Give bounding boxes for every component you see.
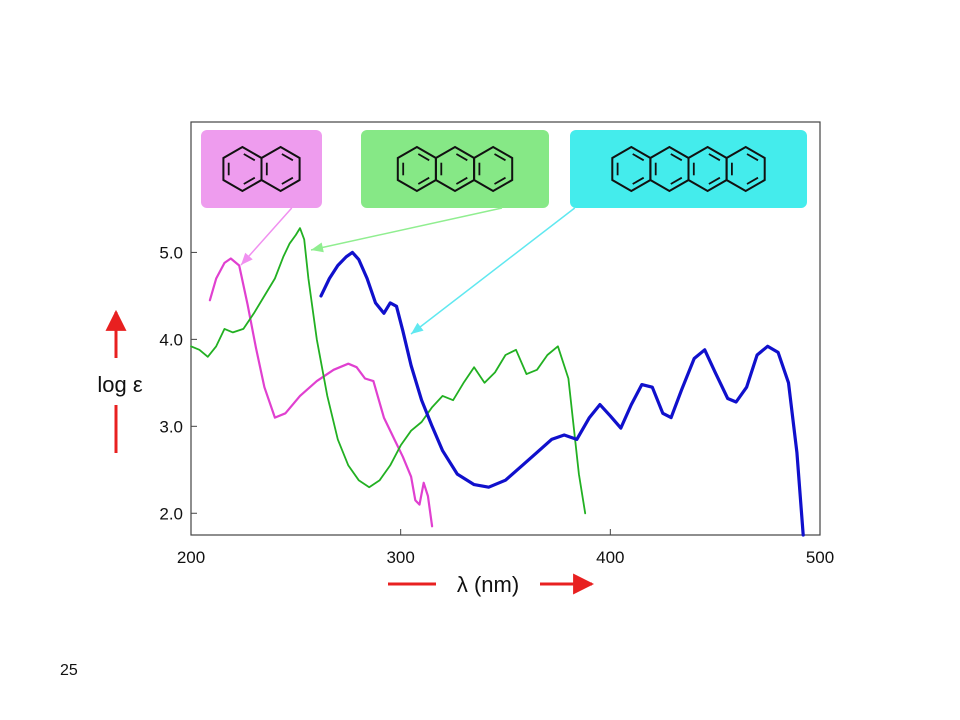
x-tick-label: 300 [386,548,414,567]
benzene-ring [473,145,514,193]
pointer-arrowhead [311,242,324,253]
double-bond [494,153,506,162]
double-bond [670,153,683,162]
double-bond [746,176,759,185]
double-bond [632,153,645,162]
y-tick-label: 2.0 [159,504,183,523]
slide-number: 25 [60,662,78,679]
series-line-3-ring [190,227,587,515]
double-bond [455,176,468,185]
double-bond [494,176,506,185]
double-bond [708,153,721,162]
double-bond [243,176,256,185]
double-bond [417,153,430,162]
series-line-2-ring [208,257,434,528]
pointer-arrowhead [241,252,253,265]
x-tick-label: 500 [806,548,834,567]
double-bond [670,176,683,185]
benzene-ring [260,145,301,193]
y-tick-label: 4.0 [159,330,183,349]
double-bond [708,176,721,185]
double-bond [281,153,294,162]
y-tick-label: 3.0 [159,417,183,436]
double-bond [746,153,759,162]
double-bond [632,176,645,185]
y-axis-title: log ε [97,372,142,397]
double-bond [281,176,294,185]
x-tick-label: 200 [177,548,205,567]
y-tick-label: 5.0 [159,243,183,262]
molecule-box-3-ring [361,130,549,208]
axis-ticks: 200 300 400 500 2.0 3.0 4.0 5.0 [159,243,834,567]
double-bond [455,153,468,162]
pointer-arrow [410,207,576,335]
x-tick-label: 400 [596,548,624,567]
benzene-ring [725,145,766,193]
double-bond [417,176,430,185]
x-axis-title: λ (nm) [457,572,519,597]
molecule-structures [201,130,807,335]
double-bond [243,153,256,162]
pointer-arrow [240,207,293,266]
plot-frame [190,121,821,536]
series-line-4-ring [319,250,805,537]
pointer-arrow [310,207,503,251]
series-group [190,227,805,537]
pointer-arrowhead [411,322,424,334]
